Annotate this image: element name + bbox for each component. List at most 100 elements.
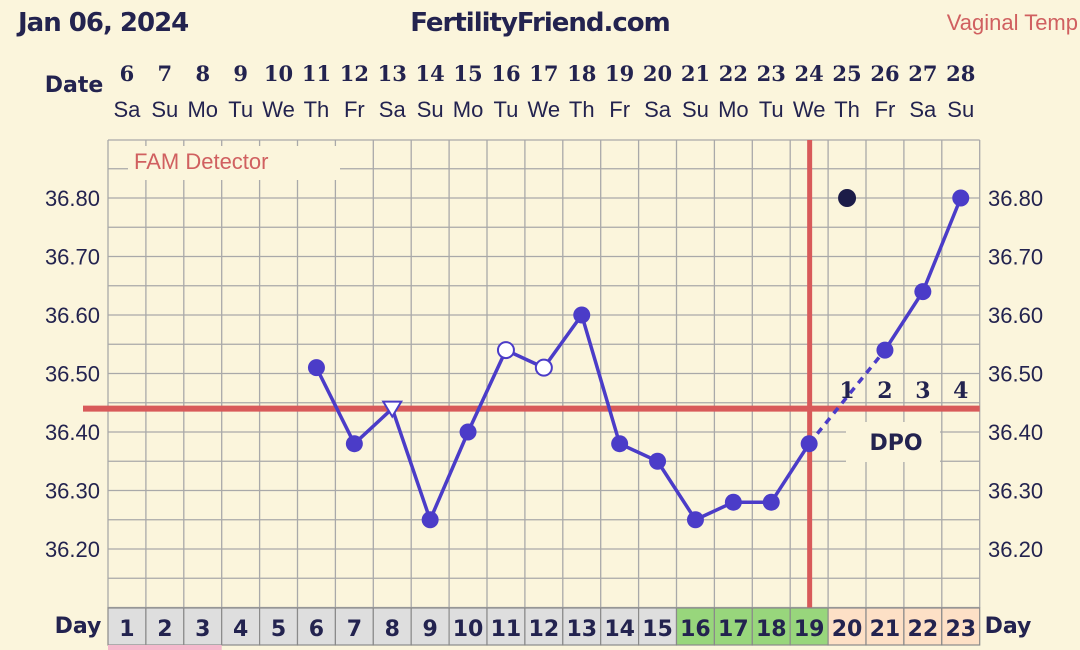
date-number: 15 [453, 61, 482, 86]
date-number: 6 [120, 61, 135, 86]
date-weekday: Su [682, 97, 709, 122]
temp-point [762, 493, 780, 511]
cycle-day-number: 4 [233, 617, 248, 642]
cycle-day-number: 6 [309, 617, 324, 642]
temp-point [345, 435, 363, 453]
cycle-day-cell [448, 607, 488, 646]
date-weekday: Tu [759, 97, 784, 122]
cycle-day-cell [600, 607, 640, 646]
cycle-day-cell [486, 607, 526, 646]
temp-point [914, 283, 932, 301]
date-weekday: We [262, 97, 295, 122]
date-weekday: Fr [609, 97, 630, 122]
temp-line-segment [390, 408, 432, 521]
date-weekday: Sa [909, 97, 937, 122]
date-number: 16 [491, 61, 520, 86]
date-weekday: Th [834, 97, 860, 122]
day-row-label-left: Day [55, 614, 102, 639]
date-number: 7 [158, 61, 173, 86]
dpo-box [846, 422, 940, 462]
cycle-day-number: 18 [756, 617, 787, 642]
date-number: 17 [529, 61, 558, 86]
temp-point [421, 511, 439, 529]
temp-point [686, 511, 704, 529]
period-strip [108, 645, 222, 650]
dark-dot [838, 189, 857, 207]
cycle-day-number: 11 [491, 617, 522, 642]
date-number: 27 [908, 61, 937, 86]
y-tick-left: 36.60 [45, 303, 100, 328]
date-weekday: Sa [113, 97, 141, 122]
date-weekday: Mo [453, 97, 484, 122]
date-number: 11 [302, 61, 331, 86]
cycle-day-number: 2 [157, 617, 172, 642]
fam-detector-box [128, 146, 340, 180]
date-number: 22 [719, 61, 748, 86]
date-number: 14 [416, 61, 445, 86]
dpo-number: 4 [953, 378, 968, 404]
cycle-day-number: 1 [119, 617, 134, 642]
date-number: 25 [832, 61, 861, 86]
cycle-day-number: 23 [945, 617, 976, 642]
date-weekday: Su [151, 97, 178, 122]
cycle-day-cell [410, 607, 450, 646]
temp-line-segment [466, 349, 508, 433]
temp-line-segment [580, 314, 622, 445]
date-weekday: Su [947, 97, 974, 122]
cycle-day-number: 5 [271, 617, 286, 642]
temp-line-segment [769, 442, 811, 504]
cycle-day-number: 3 [195, 617, 210, 642]
y-tick-left: 36.70 [45, 245, 100, 270]
temp-point [307, 359, 325, 377]
cycle-day-number: 12 [529, 617, 560, 642]
y-tick-right: 36.20 [988, 537, 1043, 562]
date-number: 23 [757, 61, 786, 86]
day-row-label-right: Day [985, 614, 1032, 639]
temp-point [649, 452, 667, 470]
y-tick-left: 36.30 [45, 479, 100, 504]
cycle-day-cell [221, 607, 261, 646]
temp-type-label: Vaginal Temp [946, 10, 1078, 35]
date-number: 18 [567, 61, 596, 86]
date-number: 24 [795, 61, 824, 86]
y-tick-left: 36.80 [45, 186, 100, 211]
temp-point [459, 423, 477, 441]
date-number: 28 [946, 61, 975, 86]
date-number: 21 [681, 61, 710, 86]
cycle-day-number: 9 [422, 617, 437, 642]
date-row-label: Date [45, 73, 104, 98]
temp-line-segment [656, 460, 697, 521]
cycle-day-cell [941, 607, 981, 646]
cycle-day-number: 13 [566, 617, 597, 642]
temp-point-open [534, 358, 553, 377]
date-weekday: We [793, 97, 826, 122]
cycle-day-number: 7 [347, 617, 362, 642]
y-tick-left: 36.40 [45, 420, 100, 445]
cycle-day-number: 20 [832, 617, 863, 642]
date-weekday: Th [569, 97, 595, 122]
date-weekday: Fr [875, 97, 896, 122]
cycle-day-number: 19 [794, 617, 825, 642]
cycle-day-number: 8 [385, 617, 400, 642]
dpo-label: DPO [869, 431, 922, 456]
cycle-day-cell [751, 607, 791, 646]
cycle-day-cell [562, 607, 602, 646]
cycle-day-cell [296, 607, 337, 646]
temp-point [952, 189, 970, 207]
cycle-day-cell [259, 607, 299, 646]
y-tick-right: 36.40 [988, 420, 1043, 445]
date-weekday: Mo [187, 97, 218, 122]
date-number: 20 [643, 61, 672, 86]
dpo-number: 1 [839, 378, 854, 404]
dpo-number: 2 [877, 378, 892, 404]
y-tick-right: 36.70 [988, 245, 1043, 270]
cycle-day-number: 21 [870, 617, 901, 642]
temp-point-open [496, 341, 515, 360]
date-number: 10 [264, 61, 293, 86]
date-number: 9 [233, 61, 248, 86]
cycle-day-number: 16 [680, 617, 711, 642]
y-tick-right: 36.50 [988, 362, 1043, 387]
date-weekday: Mo [718, 97, 749, 122]
